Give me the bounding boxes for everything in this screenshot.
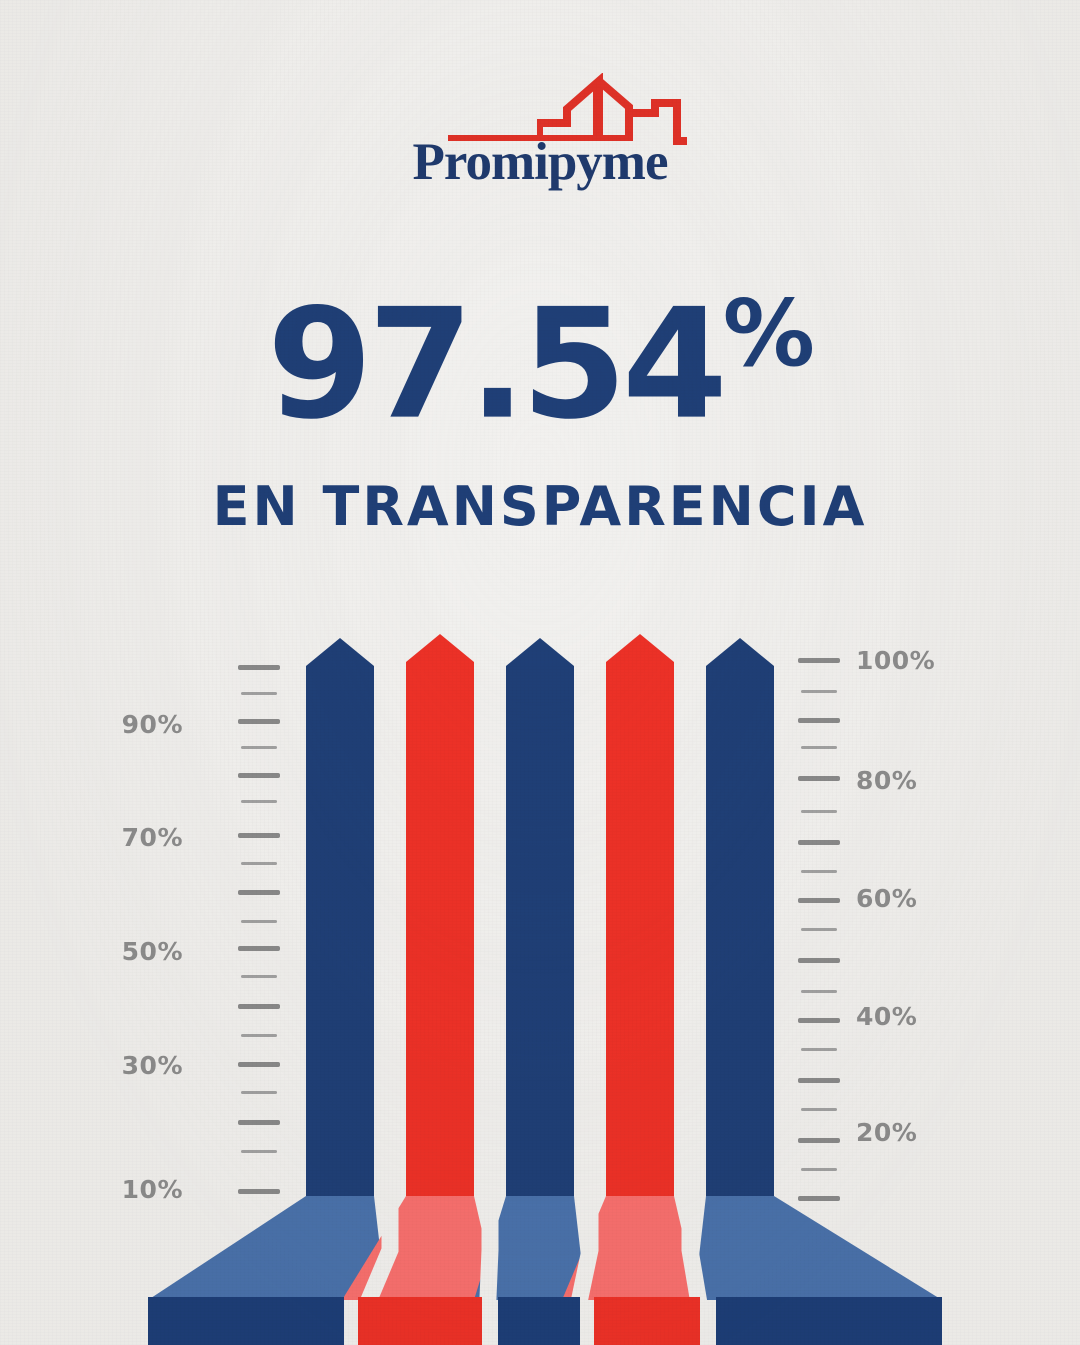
bar-bevel-group	[148, 1196, 942, 1300]
axis-tick-minor	[801, 810, 837, 813]
axis-left-label: 50%	[121, 937, 183, 966]
bar-base-3	[498, 1297, 580, 1345]
bar-shaft-group	[306, 634, 774, 1270]
axis-tick-major	[798, 840, 840, 845]
axis-tick-minor	[241, 975, 277, 978]
axis-tick-major	[798, 658, 840, 663]
bar-shaft-2	[406, 634, 474, 1270]
axis-right-label: 20%	[856, 1118, 918, 1147]
axis-left-label: 30%	[121, 1051, 183, 1080]
axis-tick-major	[238, 719, 280, 724]
bar-shaft-5	[706, 638, 774, 1270]
logo-wordmark: Promipyme	[412, 133, 669, 191]
bar-bevel-1	[148, 1196, 386, 1300]
page-subtitle: EN TRANSPARENCIA	[212, 475, 868, 538]
axis-tick-minor	[241, 800, 277, 803]
axis-right: 100% 80% 60% 40% 20%	[790, 0, 1030, 1345]
bar-base-group	[148, 1297, 942, 1345]
bar-base-1	[148, 1297, 344, 1345]
headline-value: 97.54	[267, 275, 728, 453]
axis-tick-minor	[801, 1108, 837, 1111]
axis-tick-minor	[801, 1048, 837, 1051]
axis-tick-major	[238, 665, 280, 670]
axis-tick-major	[238, 1189, 280, 1194]
axis-right-label: 60%	[856, 884, 918, 913]
logo-underline	[448, 135, 630, 141]
axis-tick-major	[238, 890, 280, 895]
headline-percent-symbol: %	[722, 280, 815, 387]
bar-base-2	[358, 1297, 482, 1345]
axis-tick-minor	[241, 1091, 277, 1094]
axis-tick-major	[798, 776, 840, 781]
axis-left-label: 90%	[121, 710, 183, 739]
axis-tick-minor	[801, 746, 837, 749]
axis-tick-major	[798, 718, 840, 723]
axis-tick-minor	[241, 920, 277, 923]
axis-tick-minor	[801, 990, 837, 993]
building-skyline-icon	[537, 73, 687, 145]
axis-tick-minor	[801, 690, 837, 693]
axis-tick-major	[798, 898, 840, 903]
axis-tick-major	[238, 1120, 280, 1125]
axis-tick-minor	[801, 928, 837, 931]
axis-tick-major	[798, 1138, 840, 1143]
axis-left-label: 10%	[121, 1175, 183, 1204]
axis-tick-minor	[241, 1034, 277, 1037]
bar-shaft-3	[506, 638, 574, 1270]
bar-bevel-3	[474, 1196, 586, 1300]
axis-tick-major	[238, 1062, 280, 1067]
axis-tick-major	[238, 773, 280, 778]
axis-tick-major	[798, 1018, 840, 1023]
axis-right-label: 40%	[856, 1002, 918, 1031]
bar-bevel-5	[694, 1196, 942, 1300]
axis-tick-minor	[801, 1168, 837, 1171]
axis-tick-major	[798, 1078, 840, 1083]
axis-left: 90% 70% 50% 30% 10%	[0, 0, 280, 1345]
logo-lockup: Promipyme	[385, 73, 695, 189]
bar-base-4	[594, 1297, 700, 1345]
axis-tick-minor	[241, 862, 277, 865]
axis-tick-major	[798, 958, 840, 963]
axis-tick-major	[798, 1196, 840, 1201]
bar-shaft-1	[306, 638, 374, 1270]
page-title: 97.54%	[0, 288, 1080, 441]
axis-tick-minor	[241, 1150, 277, 1153]
separator-3	[681, 1190, 715, 1345]
bar-base-5	[716, 1297, 942, 1345]
axis-tick-major	[238, 833, 280, 838]
bar-shaft-4	[606, 634, 674, 1270]
axis-tick-major	[238, 946, 280, 951]
axis-right-label: 100%	[856, 646, 936, 675]
axis-tick-minor	[801, 870, 837, 873]
axis-right-label: 80%	[856, 766, 918, 795]
brand-logo: Promipyme	[0, 70, 1080, 189]
axis-tick-minor	[241, 746, 277, 749]
axis-tick-major	[238, 1004, 280, 1009]
axis-tick-minor	[241, 692, 277, 695]
axis-left-label: 70%	[121, 823, 183, 852]
separator-4	[477, 1190, 499, 1345]
